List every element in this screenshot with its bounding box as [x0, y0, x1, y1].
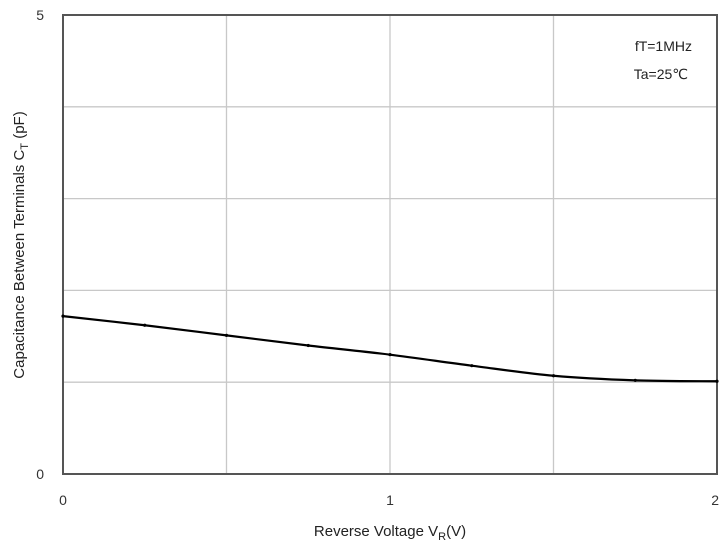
data-point — [143, 323, 147, 327]
annotation-temperature: Ta=25℃ — [634, 66, 688, 82]
x-tick-label: 0 — [59, 492, 67, 508]
x-axis-label-unit: (V) — [446, 523, 466, 540]
x-axis-label-main: Reverse Voltage V — [314, 523, 438, 540]
y-axis-label-main: Capacitance Between Terminals C — [11, 150, 28, 379]
y-tick-label: 0 — [36, 466, 44, 482]
data-point — [224, 333, 229, 337]
data-point — [61, 314, 65, 318]
plot-frame — [62, 14, 718, 475]
y-axis-label-unit: (pF) — [11, 111, 28, 143]
y-tick-labels: 05 — [36, 7, 44, 482]
data-point — [551, 374, 556, 378]
annotation-frequency: fT=1MHz — [635, 38, 692, 54]
y-axis-label-subscript: T — [19, 143, 31, 150]
x-tick-labels: 0 1 2 — [59, 492, 719, 508]
x-tick-label: 2 — [711, 492, 719, 508]
series-group — [61, 314, 719, 383]
y-tick-label: 5 — [36, 7, 44, 23]
data-point — [470, 364, 474, 368]
data-point — [388, 353, 392, 357]
data-point — [715, 379, 719, 383]
x-axis-label: Reverse Voltage VR(V) — [314, 523, 466, 543]
data-point — [633, 378, 637, 382]
y-axis-label: Capacitance Between Terminals CT (pF) — [11, 111, 31, 378]
grid — [63, 15, 717, 474]
x-tick-label: 1 — [386, 492, 394, 508]
data-point — [306, 343, 310, 348]
x-axis-label-subscript: R — [438, 531, 446, 543]
